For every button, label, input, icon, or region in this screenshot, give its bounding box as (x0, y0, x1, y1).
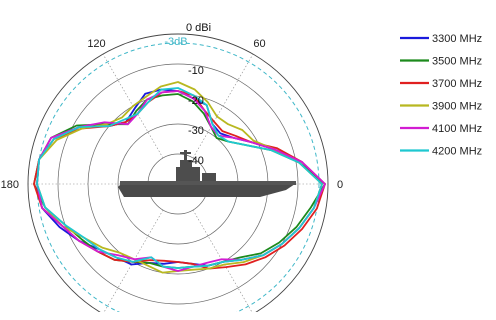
radial-tick-label: -20 (188, 95, 204, 107)
angle-tick-label: 60 (253, 38, 265, 50)
radial-tick-label: -40 (188, 155, 204, 167)
radial-tick-label: -10 (188, 65, 204, 77)
angle-tick-label: 120 (87, 38, 105, 50)
legend: 3300 MHz 3500 MHz 3700 MHz 3900 MHz 4100 MHz… (400, 33, 482, 158)
legend-label: 3900 MHz (432, 101, 482, 113)
angle-tick-label: 180 (1, 179, 19, 191)
legend-label: 4100 MHz (432, 123, 482, 135)
grid-circle (57, 63, 299, 305)
legend-label: 4200 MHz (432, 146, 482, 158)
radial-unit-label: 0 dBi (186, 22, 211, 34)
radial-tick-label: -30 (188, 125, 204, 137)
legend-label: 3500 MHz (432, 56, 482, 68)
legend-label: 3700 MHz (432, 78, 482, 90)
grid-spoke (192, 53, 254, 159)
series-line-2 (33, 90, 326, 270)
reference-ring-label: -3dB (164, 36, 187, 48)
angle-tick-labels: 060120180240300 (1, 38, 343, 191)
angle-tick-label: 0 (337, 179, 343, 191)
radial-tick-labels: 0 dBi -10 -20 -30 -40 -3dB (164, 22, 211, 167)
series-lines (33, 81, 326, 274)
plot-area: 0 dBi-10-20-30-40-3dB 060120180240300 (1, 22, 343, 312)
legend-label: 3300 MHz (432, 33, 482, 45)
ship-icon (118, 150, 296, 197)
series-line-5 (36, 87, 323, 269)
